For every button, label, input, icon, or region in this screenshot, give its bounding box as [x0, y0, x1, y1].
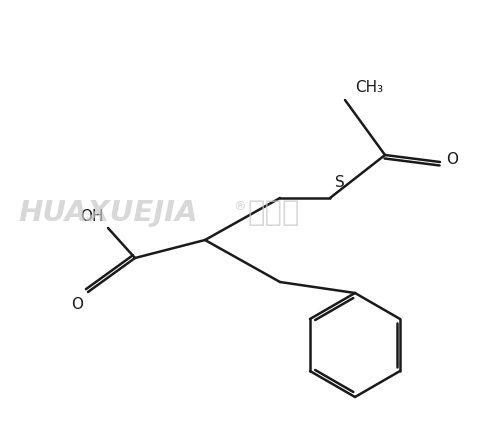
Text: S: S	[335, 175, 345, 190]
Text: O: O	[71, 297, 83, 312]
Text: O: O	[446, 153, 458, 167]
Text: CH₃: CH₃	[355, 80, 383, 95]
Text: 化学加: 化学加	[248, 199, 300, 227]
Text: HUAXUEJIA: HUAXUEJIA	[18, 199, 197, 227]
Text: OH: OH	[81, 209, 104, 224]
Text: ®: ®	[233, 201, 245, 213]
